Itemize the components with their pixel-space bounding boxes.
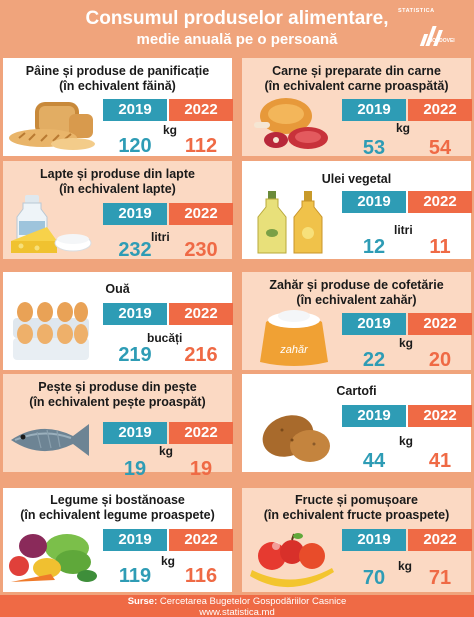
- unit-label: kg: [399, 336, 414, 350]
- statistica-moldovei-logo: STATISTICA MOLDOVEI: [398, 8, 458, 46]
- dairy-icon: [11, 195, 92, 253]
- potato-icon: [262, 415, 330, 462]
- page-subtitle: medie anuală pe o persoană: [136, 31, 338, 48]
- card-fruits: Fructe și pomușoare (în echivalent fruct…: [242, 488, 472, 592]
- value-2019: 12: [362, 236, 386, 258]
- source-line: Surse: Cercetarea Bugetelor Gospodăriilo…: [0, 596, 474, 607]
- year-2022-badge: 2022: [169, 99, 233, 121]
- card-title: Fructe și pomușoare: [295, 493, 418, 507]
- card-title: Pește și produse din pește: [38, 380, 197, 394]
- card-vegetables: Legume și bostănoase (în echivalent legu…: [3, 488, 233, 592]
- card-title: Zahăr și produse de cofetărie: [269, 278, 444, 292]
- value-2022: 112: [184, 135, 218, 157]
- year-2022-badge: 2022: [169, 529, 233, 551]
- unit-label: kg: [163, 123, 178, 137]
- page-title: Consumul produselor alimentare,: [85, 8, 389, 29]
- fish-icon: [11, 424, 89, 456]
- year-2022-badge: 2022: [169, 422, 233, 444]
- sugar-sack-icon: [260, 310, 328, 366]
- unit-label: kg: [396, 121, 411, 135]
- year-2022-badge: 2022: [408, 529, 472, 551]
- value-2022: 11: [429, 236, 451, 258]
- value-2022: 41: [428, 450, 452, 472]
- year-2022-badge: 2022: [408, 313, 472, 335]
- value-2022: 54: [428, 137, 452, 159]
- value-2022: 19: [189, 458, 213, 480]
- year-2022-badge: 2022: [169, 203, 233, 225]
- value-2019: 44: [362, 450, 386, 472]
- card-subtitle: (în echivalent zahăr): [296, 293, 417, 307]
- card-meat: Carne și preparate din carne (în echival…: [242, 58, 472, 159]
- card-title: Legume și bostănoase: [50, 493, 185, 507]
- year-2022-badge: 2022: [408, 191, 472, 213]
- year-2019-badge: 2019: [342, 99, 406, 121]
- value-2019: 119: [118, 565, 152, 587]
- year-2019-badge: 2019: [103, 303, 167, 325]
- year-2019-badge: 2019: [342, 405, 406, 427]
- year-2019-badge: 2019: [103, 99, 167, 121]
- card-title: Lapte și produse din lapte: [40, 167, 195, 181]
- value-2019: 53: [362, 137, 386, 159]
- unit-label: kg: [161, 554, 176, 568]
- year-2022-badge: 2022: [408, 99, 472, 121]
- logo-text-bottom: MOLDOVEI: [428, 38, 455, 44]
- card-subtitle: (în echivalent carne proaspătă): [264, 79, 449, 93]
- sugar-sack-label: zahăr: [280, 344, 308, 356]
- card-subtitle: (în echivalent legume proaspete): [20, 508, 215, 522]
- unit-label: kg: [398, 559, 413, 573]
- footer: Surse: Cercetarea Bugetelor Gospodăriilo…: [0, 595, 474, 617]
- value-2019: 219: [118, 344, 152, 366]
- year-2019-badge: 2019: [103, 203, 167, 225]
- value-2022: 216: [184, 344, 218, 366]
- value-2019: 19: [123, 458, 147, 480]
- unit-label: kg: [159, 444, 174, 458]
- year-2019-badge: 2019: [342, 313, 406, 335]
- card-oil: Ulei vegetal 2019 2022 litri 12 11: [242, 161, 472, 259]
- card-bread: Pâine și produse de panificație (în echi…: [3, 58, 233, 157]
- card-title: Pâine și produse de panificație: [25, 64, 210, 78]
- value-2019: 232: [118, 239, 152, 261]
- card-subtitle: (în echivalent fructe proaspete): [263, 508, 450, 522]
- header: Consumul produselor alimentare, medie an…: [0, 0, 474, 55]
- meat-icon: [254, 98, 328, 149]
- value-2019: 22: [362, 349, 386, 371]
- unit-label: kg: [399, 434, 414, 448]
- value-2019: 120: [118, 135, 152, 157]
- card-eggs: Ouă 2019 2022 bucăți 219 216: [3, 272, 233, 370]
- card-title: Carne și preparate din carne: [272, 64, 441, 78]
- year-2019-badge: 2019: [103, 529, 167, 551]
- unit-label: bucăți: [147, 331, 183, 345]
- source-label: Surse:: [127, 596, 158, 607]
- year-2022-badge: 2022: [408, 405, 472, 427]
- card-potato: Cartofi 2019 2022 kg 44 41: [242, 374, 472, 472]
- value-2022: 71: [428, 567, 452, 589]
- value-2022: 116: [184, 565, 218, 587]
- bread-icon: [9, 102, 95, 150]
- value-2022: 20: [428, 349, 452, 371]
- card-dairy: Lapte și produse din lapte (în echivalen…: [3, 161, 233, 261]
- value-2022: 230: [184, 239, 218, 261]
- card-sugar: Zahăr și produse de cofetărie (în echiva…: [242, 272, 472, 371]
- card-subtitle: (în echivalent lapte): [59, 182, 176, 196]
- oil-bottle-icon: [257, 191, 323, 254]
- unit-label: litri: [394, 223, 413, 237]
- year-2019-badge: 2019: [342, 191, 406, 213]
- eggs-icon: [13, 302, 89, 360]
- source-text: Cercetarea Bugetelor Gospodăriilor Casni…: [159, 596, 347, 607]
- year-2019-badge: 2019: [103, 422, 167, 444]
- card-fish: Pește și produse din pește (în echivalen…: [3, 374, 233, 480]
- card-title: Ouă: [105, 282, 130, 296]
- source-url: www.statistica.md: [199, 607, 275, 617]
- logo-text-top: STATISTICA: [398, 8, 435, 14]
- value-2019: 70: [362, 567, 386, 589]
- vegetables-icon: [9, 534, 97, 582]
- year-2022-badge: 2022: [169, 303, 233, 325]
- fruits-icon: [250, 533, 334, 588]
- card-title: Ulei vegetal: [321, 172, 392, 186]
- card-title: Cartofi: [336, 384, 377, 398]
- card-subtitle: (în echivalent făină): [59, 79, 176, 93]
- card-subtitle: (în echivalent pește proaspăt): [29, 395, 206, 409]
- year-2019-badge: 2019: [342, 529, 406, 551]
- unit-label: litri: [151, 230, 170, 244]
